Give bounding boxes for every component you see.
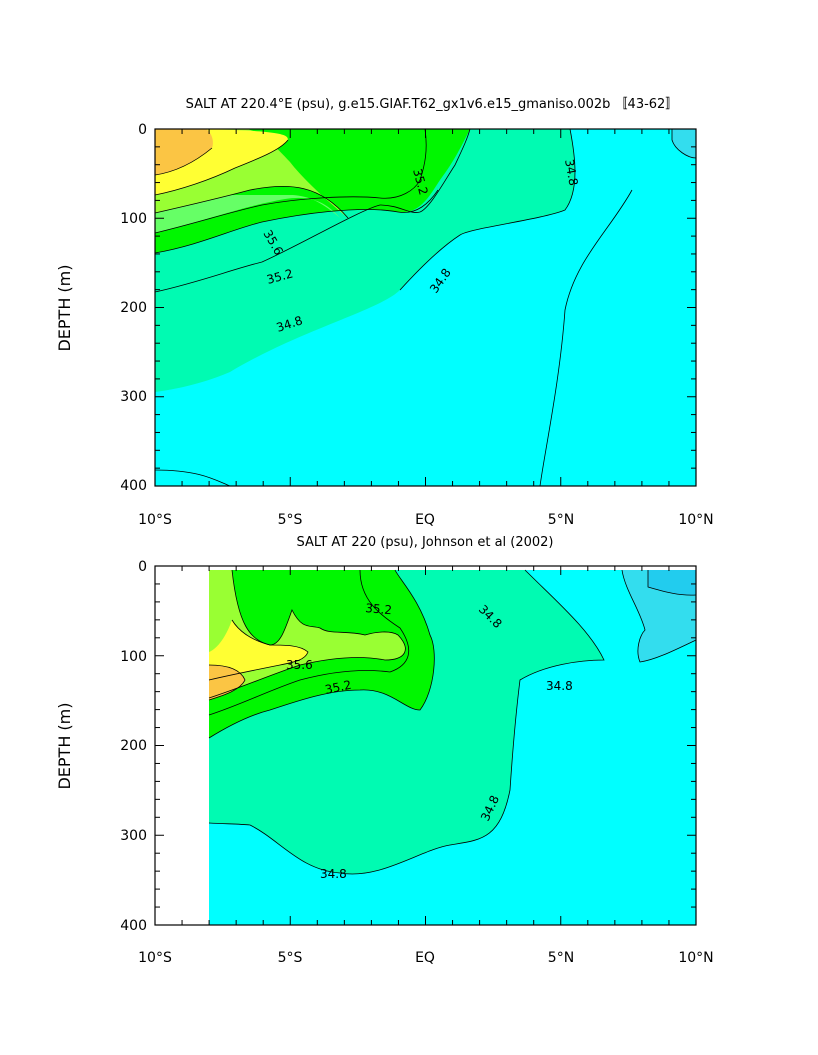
panel-model-ylabels: 0 100 200 300 400 bbox=[120, 122, 147, 494]
y-tick-label: 100 bbox=[120, 649, 147, 665]
panel-model-ylabel: DEPTH (m) bbox=[55, 264, 74, 351]
panel-obs: SALT AT 220 (psu), Johnson et al (2002) bbox=[55, 535, 714, 966]
contour-label: 34.8 bbox=[546, 679, 573, 693]
panel-obs-title: SALT AT 220 (psu), Johnson et al (2002) bbox=[296, 535, 553, 550]
y-tick-label: 400 bbox=[120, 918, 147, 934]
panel-model: SALT AT 220.4°E (psu), g.e15.GIAF.T62_gx… bbox=[55, 97, 714, 528]
contour-label: 35.2 bbox=[410, 167, 430, 196]
x-tick-label: EQ bbox=[415, 512, 435, 528]
field-band-35.2-b bbox=[155, 195, 340, 233]
y-tick-label: 300 bbox=[120, 828, 147, 844]
x-tick-label: 10°N bbox=[678, 950, 713, 966]
panel-model-title: SALT AT 220.4°E (psu), g.e15.GIAF.T62_gx… bbox=[186, 97, 679, 112]
x-tick-label: 5°N bbox=[548, 950, 574, 966]
panel-obs-xlabels: 10°S 5°S EQ 5°N 10°N bbox=[138, 950, 714, 966]
panel-obs-ticks bbox=[154, 565, 697, 926]
x-tick-label: 5°S bbox=[278, 950, 303, 966]
contour-label: 34.8 bbox=[562, 158, 580, 187]
contour-label: 35.2 bbox=[365, 601, 393, 617]
x-tick-label: 10°S bbox=[138, 950, 172, 966]
panel-model-contours bbox=[154, 128, 697, 487]
panel-model-ticks bbox=[154, 128, 697, 487]
contour-label: 35.6 bbox=[286, 658, 313, 672]
y-tick-label: 400 bbox=[120, 478, 147, 494]
panel-obs-ylabel: DEPTH (m) bbox=[55, 702, 74, 789]
x-tick-label: EQ bbox=[415, 950, 435, 966]
field-band-35.6 bbox=[209, 620, 308, 680]
y-tick-label: 200 bbox=[120, 300, 147, 316]
panel-obs-contours bbox=[208, 569, 697, 875]
field-band-35.8 bbox=[155, 129, 213, 175]
y-tick-label: 0 bbox=[138, 559, 147, 575]
field-band-34.6-patch bbox=[672, 129, 696, 158]
x-tick-label: 5°N bbox=[548, 512, 574, 528]
y-tick-label: 200 bbox=[120, 738, 147, 754]
x-tick-label: 10°N bbox=[678, 512, 713, 528]
contour-label: 35.2 bbox=[324, 678, 353, 697]
x-tick-label: 5°S bbox=[278, 512, 303, 528]
y-tick-label: 100 bbox=[120, 211, 147, 227]
contour-label: 34.8 bbox=[320, 867, 347, 881]
panel-obs-ylabels: 0 100 200 300 400 bbox=[120, 559, 147, 934]
x-tick-label: 10°S bbox=[138, 512, 172, 528]
contour-label: 35.2 bbox=[265, 266, 294, 286]
panel-model-fields bbox=[155, 129, 696, 486]
panel-model-xlabels: 10°S 5°S EQ 5°N 10°N bbox=[138, 512, 714, 528]
panel-obs-fields bbox=[209, 570, 696, 925]
y-tick-label: 0 bbox=[138, 122, 147, 138]
field-band-34.4-patch bbox=[648, 570, 696, 596]
y-tick-label: 300 bbox=[120, 389, 147, 405]
field-band-35.2-top bbox=[232, 570, 400, 645]
